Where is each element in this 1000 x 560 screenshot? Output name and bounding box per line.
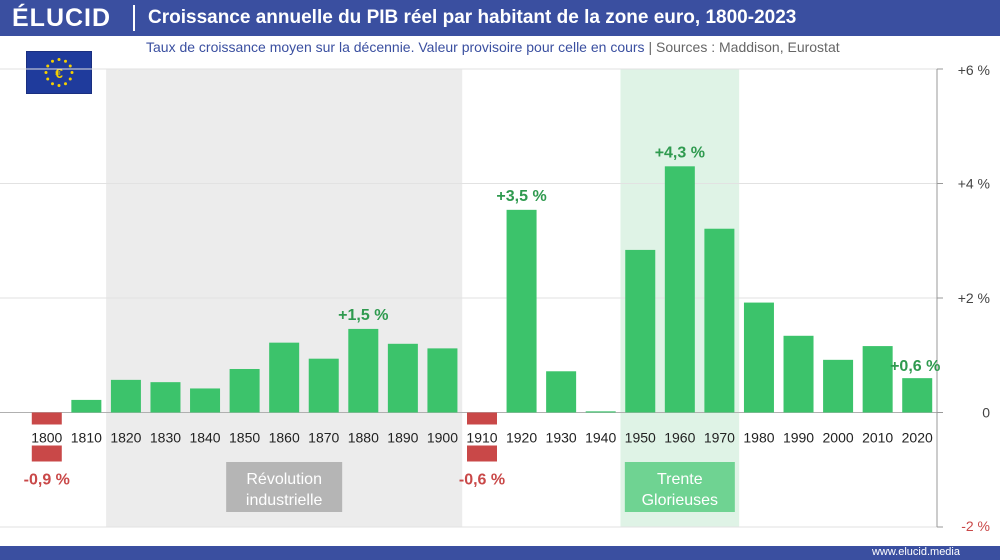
bar-1910-lower <box>467 445 497 462</box>
period-label: Glorieuses <box>642 492 718 509</box>
flag-star <box>46 77 50 81</box>
y-tick-label: +6 % <box>958 62 990 78</box>
x-tick-label: 2010 <box>862 430 893 446</box>
flag-star <box>68 64 72 68</box>
x-tick-label: 2000 <box>823 430 854 446</box>
elucid-logo[interactable]: ÉLUCID <box>12 4 112 32</box>
bar-1850 <box>229 368 260 413</box>
bar-1840 <box>190 388 221 413</box>
x-tick-label: 1800 <box>31 430 62 446</box>
bar-1920 <box>506 209 537 413</box>
bar-1960 <box>664 166 695 413</box>
flag-star <box>68 77 72 81</box>
x-tick-label: 1860 <box>269 430 300 446</box>
flag-star <box>51 59 54 63</box>
header-bar: ÉLUCID Croissance annuelle du PIB réel p… <box>0 0 1000 36</box>
y-tick-label: +2 % <box>958 290 990 306</box>
x-tick-label: 1920 <box>506 430 537 446</box>
value-label: +1,5 % <box>338 307 388 324</box>
flag-star <box>44 71 48 74</box>
y-tick-label: 0 <box>982 405 990 421</box>
bar-2010 <box>862 346 893 413</box>
bar-1800 <box>31 412 62 425</box>
flag-star <box>51 82 54 86</box>
x-tick-label: 1970 <box>704 430 735 446</box>
x-tick-label: 1930 <box>546 430 577 446</box>
euro-icon: € <box>55 65 63 81</box>
bar-1910 <box>467 412 497 425</box>
period-label: industrielle <box>246 492 323 509</box>
x-tick-label: 1940 <box>585 430 616 446</box>
subtitle-text: Taux de croissance moyen sur la décennie… <box>146 39 645 55</box>
flag-star <box>46 64 50 68</box>
period-label: Révolution <box>246 471 322 488</box>
bar-1990 <box>783 335 814 413</box>
value-label: +3,5 % <box>496 188 546 205</box>
x-tick-label: 1980 <box>743 430 774 446</box>
flag-star <box>70 71 74 74</box>
x-tick-label: 1840 <box>189 430 220 446</box>
y-tick-label: -2 % <box>961 518 990 534</box>
value-label: +4,3 % <box>655 144 705 161</box>
sources-text: | Sources : Maddison, Eurostat <box>648 39 840 55</box>
eu-flag-graphic: € <box>44 58 74 87</box>
bar-1880 <box>348 328 379 413</box>
y-tick-label: +4 % <box>958 176 990 192</box>
header-divider <box>133 5 135 31</box>
x-tick-label: 1990 <box>783 430 814 446</box>
x-tick-label: 1880 <box>348 430 379 446</box>
bar-1800-lower <box>31 445 62 462</box>
bar-1980 <box>743 302 774 413</box>
x-tick-label: 1900 <box>427 430 458 446</box>
bar-1900 <box>427 348 458 413</box>
flag-star <box>57 58 61 61</box>
bar-1830 <box>150 382 181 413</box>
x-tick-label: 1820 <box>110 430 141 446</box>
footer-url-link[interactable]: www.elucid.media <box>871 546 960 558</box>
x-tick-label: 1910 <box>466 430 497 446</box>
x-tick-label: 1850 <box>229 430 260 446</box>
x-tick-label: 1870 <box>308 430 339 446</box>
x-tick-label: 1890 <box>387 430 418 446</box>
value-label: +0,6 % <box>890 358 940 375</box>
bar-1890 <box>387 343 418 413</box>
flag-star <box>64 59 67 63</box>
bar-1940 <box>585 411 616 413</box>
period-label-box <box>624 462 735 512</box>
value-label: -0,9 % <box>24 472 70 489</box>
period-label: Trente <box>657 471 703 488</box>
bar-1860 <box>269 342 300 413</box>
footer-bar <box>0 546 1000 560</box>
bar-1820 <box>110 379 141 413</box>
bar-2000 <box>823 359 854 413</box>
flag-star <box>57 84 61 87</box>
chart-subtitle: Taux de croissance moyen sur la décennie… <box>146 38 840 56</box>
x-tick-label: 2020 <box>902 430 933 446</box>
bar-1810 <box>71 399 102 413</box>
period-label-box <box>226 462 343 512</box>
bar-1970 <box>704 228 735 413</box>
bar-1950 <box>625 249 656 413</box>
eu-flag-icon: € <box>26 51 92 94</box>
x-tick-label: 1810 <box>71 430 102 446</box>
bar-1930 <box>546 371 577 413</box>
value-label: -0,6 % <box>459 472 505 489</box>
flag-star <box>64 82 67 86</box>
x-tick-label: 1960 <box>664 430 695 446</box>
x-tick-label: 1950 <box>625 430 656 446</box>
bar-1870 <box>308 358 339 413</box>
chart-title: Croissance annuelle du PIB réel par habi… <box>148 7 797 28</box>
bar-2020 <box>902 378 933 413</box>
x-tick-label: 1830 <box>150 430 181 446</box>
